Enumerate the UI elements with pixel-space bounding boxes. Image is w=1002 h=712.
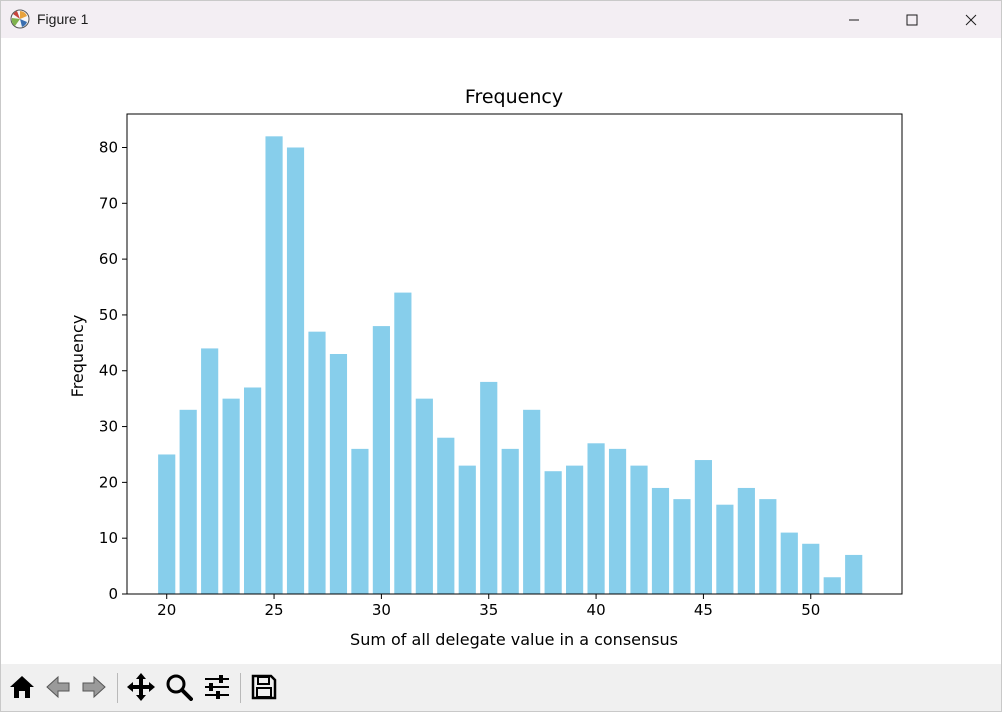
bar-20 [158,454,176,594]
bar-32 [415,398,433,594]
toolbar-separator [117,673,118,703]
y-tick-label: 30 [99,418,118,436]
bar-51 [823,577,841,594]
bar-chart: 20 25 30 35 40 45 50 0 10 20 30 40 50 60 70 80 Frequen… [68,86,903,649]
bar-29 [351,448,369,594]
x-tick-label: 45 [694,601,713,619]
bar-22 [201,348,219,594]
bar-27 [308,331,326,594]
close-button[interactable] [942,1,1000,38]
sliders-icon [205,675,229,699]
bar-26 [286,147,305,594]
back-button[interactable] [41,669,75,705]
y-tick-label: 80 [99,138,118,156]
window-title: Figure 1 [37,11,89,27]
bar-35 [480,381,498,594]
x-tick-label: 20 [157,601,176,619]
bar-48 [759,499,777,594]
configure-subplots-button[interactable] [200,669,234,705]
title-bar[interactable]: Figure 1 [1,1,1001,38]
forward-button[interactable] [77,669,111,705]
bar-34 [458,465,476,594]
y-tick-label: 60 [99,250,118,268]
bar-42 [630,465,648,594]
y-tick-label: 70 [99,194,118,212]
bar-31 [394,292,412,594]
home-icon [10,676,34,698]
save-button[interactable] [247,669,281,705]
maximize-icon [906,14,918,25]
floppy-disk-icon [251,674,277,700]
x-ticks-group: 20 25 30 35 40 45 50 [157,594,820,619]
move-icon [127,673,155,701]
bar-38 [544,471,562,594]
bar-25 [265,136,283,594]
magnifier-icon [166,674,193,701]
x-axis-label: Sum of all delegate value in a consensus [350,630,678,649]
x-tick-label: 30 [372,601,391,619]
bar-41 [608,448,627,594]
bar-44 [673,499,691,594]
zoom-button[interactable] [162,669,196,705]
bar-23 [222,398,240,594]
y-tick-label: 20 [99,473,118,491]
bar-46 [716,504,734,594]
bar-45 [694,460,712,594]
bar-39 [566,465,584,594]
bar-49 [780,532,798,594]
matplotlib-logo-icon [10,9,30,29]
pan-button[interactable] [124,669,158,705]
bar-36 [501,448,519,594]
x-tick-label: 50 [801,601,820,619]
y-tick-label: 40 [99,362,118,380]
x-tick-label: 40 [587,601,606,619]
minimize-button[interactable] [825,1,883,38]
x-tick-label: 25 [265,601,284,619]
y-tick-label: 50 [99,306,118,324]
figure-canvas[interactable]: 20 25 30 35 40 45 50 0 10 20 30 40 50 60 70 80 Frequen… [1,38,1001,664]
close-icon [965,14,977,25]
arrow-right-icon [82,675,106,699]
toolbar-separator [240,673,241,703]
y-tick-label: 0 [108,585,118,603]
y-ticks-group: 0 10 20 30 40 50 60 70 80 [99,138,127,603]
chart-title: Frequency [465,86,563,108]
bar-28 [329,354,348,594]
bar-21 [179,409,197,594]
arrow-left-icon [46,675,70,699]
bar-40 [587,443,605,594]
x-tick-label: 35 [479,601,498,619]
bar-33 [437,437,455,594]
bar-37 [523,409,541,594]
bar-43 [651,487,670,594]
bar-30 [372,326,390,594]
bars-group [158,136,863,594]
bar-52 [845,554,863,594]
bar-24 [244,387,262,594]
minimize-icon [849,19,859,20]
home-button[interactable] [5,669,39,705]
axes-frame [126,113,903,595]
navigation-toolbar [1,664,1001,711]
y-axis-label: Frequency [68,315,87,398]
maximize-button[interactable] [883,1,941,38]
bar-50 [802,543,820,594]
bar-47 [737,487,755,594]
y-tick-label: 10 [99,529,118,547]
